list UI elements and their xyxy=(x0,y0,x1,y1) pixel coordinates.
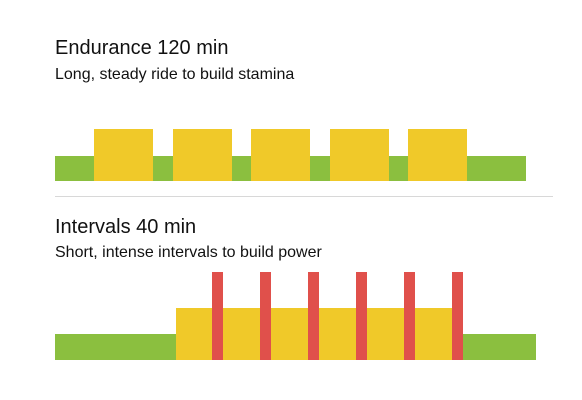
segment-hard-2 xyxy=(260,272,271,360)
workout-profile-intervals xyxy=(55,272,536,360)
segment-tempo-3 xyxy=(251,129,310,181)
workout-title: Intervals 40 min xyxy=(55,216,197,238)
segment-tempo-main xyxy=(176,308,463,360)
segment-hard-4 xyxy=(356,272,367,360)
segment-hard-5 xyxy=(404,272,415,360)
segment-tempo-2 xyxy=(173,129,232,181)
divider xyxy=(55,196,553,197)
segment-tempo-5 xyxy=(408,129,467,181)
workout-subtitle: Short, intense intervals to build power xyxy=(55,244,322,261)
segment-tempo-4 xyxy=(330,129,389,181)
workout-card-intervals[interactable]: Intervals 40 min Short, intense interval… xyxy=(0,197,582,400)
segment-tempo-1 xyxy=(94,129,153,181)
segment-hard-1 xyxy=(212,272,223,360)
workout-card-endurance[interactable]: Endurance 120 min Long, steady ride to b… xyxy=(0,0,582,196)
segment-hard-6 xyxy=(452,272,463,360)
workout-title: Endurance 120 min xyxy=(55,37,229,59)
workout-subtitle: Long, steady ride to build stamina xyxy=(55,66,295,83)
workout-profile-endurance xyxy=(55,129,526,181)
segment-hard-3 xyxy=(308,272,319,360)
